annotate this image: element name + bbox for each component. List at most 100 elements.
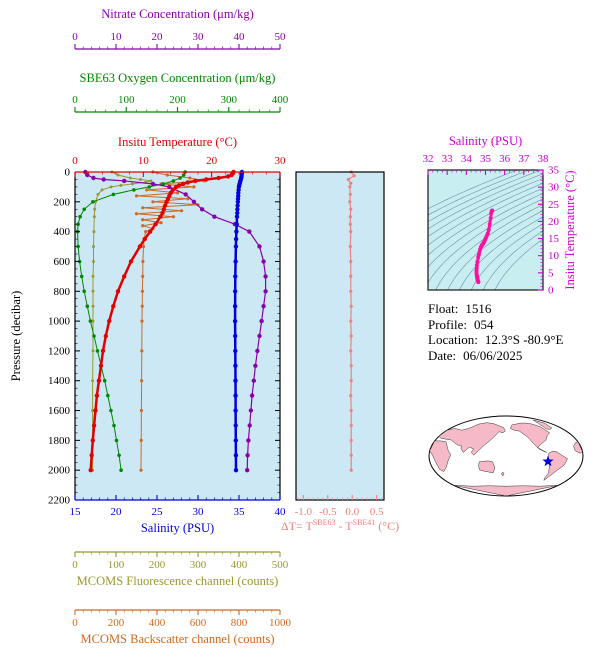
pressure-tick-label: 200 xyxy=(54,196,71,208)
pressure-tick-label: 1000 xyxy=(48,316,71,328)
continent-shape xyxy=(532,419,553,430)
nitrate-tick-label: 0 xyxy=(72,31,78,43)
ts-salinity-tick-label: 37 xyxy=(518,153,530,165)
pressure-tick-label: 400 xyxy=(54,226,71,238)
nitrate-tick-label: 40 xyxy=(234,31,246,43)
oxygen-axis: 0 100 200 300 400 SBE63 Oxygen Concentration … xyxy=(72,71,289,113)
date-label: Date: xyxy=(428,347,457,363)
backscatter-profile-curve xyxy=(134,170,206,472)
float-info-line: Float: 1516 xyxy=(428,301,563,317)
continent-shape xyxy=(509,422,550,453)
ts-temperature-tick-label: 30 xyxy=(548,182,560,194)
salinity-tick-label: 20 xyxy=(111,506,123,518)
delta-t-tick-label: 0.0 xyxy=(345,506,359,518)
ts-salinity-tick-label: 38 xyxy=(538,153,550,165)
temperature-tick-label: 10 xyxy=(138,155,150,167)
continent-shape xyxy=(429,440,452,472)
ts-salinity-tick-label: 34 xyxy=(461,153,473,165)
fluorescence-axis-title: MCOMS Fluorescence channel (counts) xyxy=(77,574,279,588)
salinity-axis: 15 20 25 30 35 40 Salinity (PSU) xyxy=(70,495,287,535)
delta-t-curve xyxy=(346,170,356,472)
world-map xyxy=(428,415,584,497)
ts-temperature-tick-label: 10 xyxy=(548,250,560,262)
ts-temperature-tick-label: 20 xyxy=(548,216,560,228)
ts-salinity-axis-title: Salinity (PSU) xyxy=(449,134,522,148)
oxygen-tick-label: 100 xyxy=(118,94,135,106)
ts-curve xyxy=(474,208,495,285)
delta-t-tick-label: -0.5 xyxy=(319,506,337,518)
ts-temperature-axis-title: Insitu Temperature (°C) xyxy=(563,170,577,289)
float-info-block: Float: 1516 Profile: 054 Location: 12.3°S -… xyxy=(428,301,563,363)
nitrate-axis-title: Nitrate Concentration (μm/kg) xyxy=(101,7,254,21)
profile-label: Profile: xyxy=(428,316,467,332)
location-value: 12.3°S -80.9°E xyxy=(484,332,564,347)
ts-temperature-tick-label: 0 xyxy=(548,285,554,297)
ts-salinity-axis: 32 33 34 35 36 37 38 Salinity (PSU) xyxy=(423,134,550,175)
ts-temperature-tick-label: 15 xyxy=(548,233,560,245)
backscatter-tick-label: 400 xyxy=(149,617,166,629)
salinity-tick-label: 15 xyxy=(70,506,82,518)
oxygen-tick-label: 300 xyxy=(221,94,238,106)
salinity-tick-label: 40 xyxy=(275,506,287,518)
ts-temperature-axis: 0 5 10 15 20 25 30 35 Insitu Temperature (°C) xyxy=(538,165,577,297)
location-label: Location: xyxy=(428,332,478,347)
oxygen-tick-label: 200 xyxy=(169,94,186,106)
temperature-tick-label: 0 xyxy=(72,155,78,167)
salinity-tick-label: 35 xyxy=(234,506,246,518)
pressure-tick-label: 0 xyxy=(65,167,71,179)
ts-temperature-tick-label: 25 xyxy=(548,199,560,211)
ts-diagram-panel: 32 33 34 35 36 37 38 Salinity (PSU) 0 5 10 15 20 25 30… xyxy=(423,134,578,297)
delta-t-title-suffix: (°C) xyxy=(375,519,400,533)
ts-salinity-tick-label: 33 xyxy=(442,153,454,165)
density-contours xyxy=(428,170,543,290)
temperature-axis-title: Insitu Temperature (°C) xyxy=(118,135,237,149)
delta-t-title-sup1: SBE63 xyxy=(312,518,336,527)
temperature-profile-curve xyxy=(88,169,236,473)
float-value: 1516 xyxy=(465,301,492,316)
temperature-tick-label: 30 xyxy=(275,155,287,167)
salinity-tick-label: 30 xyxy=(193,506,205,518)
pressure-tick-label: 2000 xyxy=(48,465,71,477)
pressure-tick-label: 800 xyxy=(54,286,71,298)
nitrate-tick-label: 10 xyxy=(111,31,123,43)
continent-shape xyxy=(453,485,559,496)
continents xyxy=(429,419,583,496)
fluorescence-tick-label: 400 xyxy=(231,559,248,571)
float-label: Float: xyxy=(428,301,459,316)
oxygen-axis-title: SBE63 Oxygen Concentration (μm/kg) xyxy=(80,71,276,85)
pressure-tick-label: 600 xyxy=(54,256,71,268)
date-value: 06/06/2025 xyxy=(463,347,523,363)
pressure-tick-label: 1200 xyxy=(48,345,71,357)
backscatter-axis-title: MCOMS Backscatter channel (counts) xyxy=(80,632,274,646)
temperature-axis: 0 10 20 30 Insitu Temperature (°C) xyxy=(72,135,286,177)
fluorescence-tick-label: 100 xyxy=(108,559,125,571)
fluorescence-axis: 0 100 200 300 400 500 MCOMS Fluorescence chann… xyxy=(72,551,289,588)
backscatter-axis: 0 200 400 600 800 1000 MCOMS Backscatter chann… xyxy=(72,609,292,646)
salinity-axis-title: Salinity (PSU) xyxy=(141,521,214,535)
profile-info-line: Profile: 054 xyxy=(428,317,563,333)
nitrate-tick-label: 20 xyxy=(152,31,164,43)
pressure-axis: 0 200 400 600 800 1000 1200 1400 1600 1800 2000 220… xyxy=(9,167,280,507)
ts-salinity-tick-label: 36 xyxy=(499,153,511,165)
backscatter-tick-label: 0 xyxy=(72,617,78,629)
delta-t-axis-title: ΔT= TSBE63 - TSBE41 (°C) xyxy=(278,518,402,534)
delta-t-panel: -1.0 -0.5 0.0 0.5 xyxy=(295,170,385,518)
pressure-tick-label: 1600 xyxy=(48,405,71,417)
salinity-tick-label: 25 xyxy=(152,506,164,518)
pressure-tick-label: 1800 xyxy=(48,435,71,447)
fluorescence-tick-label: 200 xyxy=(149,559,166,571)
main-profile-panel: 0 200 400 600 800 1000 1200 1400 1600 1800 2000 220… xyxy=(9,167,281,507)
fluorescence-tick-label: 300 xyxy=(190,559,207,571)
continent-shape xyxy=(501,471,505,477)
delta-t-title-mid: - T xyxy=(335,519,353,533)
continent-shape xyxy=(478,460,496,474)
pressure-axis-title: Pressure (decibar) xyxy=(9,291,23,382)
backscatter-tick-label: 200 xyxy=(108,617,125,629)
delta-t-title-prefix: ΔT= T xyxy=(280,519,313,533)
ts-salinity-tick-label: 35 xyxy=(480,153,492,165)
pressure-tick-label: 2200 xyxy=(48,495,71,507)
date-info-line: Date: 06/06/2025 xyxy=(428,348,563,364)
delta-t-title-sup2: SBE41 xyxy=(352,518,376,527)
